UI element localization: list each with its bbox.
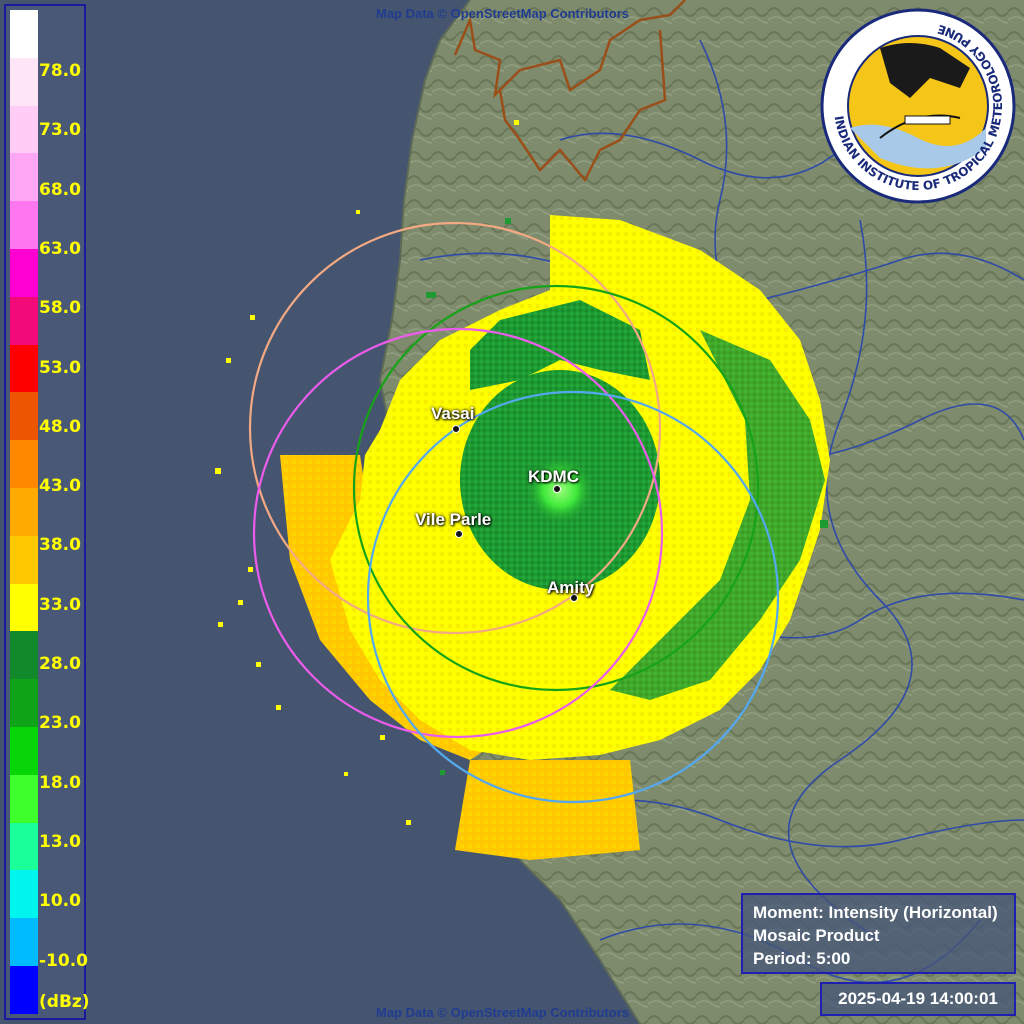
- site-marker-kdmc[interactable]: [553, 485, 561, 493]
- legend-swatch: [10, 296, 38, 345]
- iitm-logo: INDIAN INSTITUTE OF TROPICAL METEOROLOGY…: [820, 8, 1016, 204]
- site-marker-vile-parle[interactable]: [455, 530, 463, 538]
- radar-echo: [215, 120, 830, 860]
- legend-swatch: [10, 440, 38, 488]
- period-label: Period: 5:00: [753, 949, 851, 968]
- legend-label: 48.0: [39, 416, 81, 437]
- district-boundary: [453, 0, 686, 183]
- legend-swatch: [10, 487, 38, 536]
- product-label: Mosaic Product: [753, 926, 880, 945]
- range-ring-vasai: [248, 221, 662, 635]
- moment-label: Moment: Intensity (Horizontal): [753, 903, 998, 922]
- map-attribution-bottom: Map Data © OpenStreetMap Contributors: [376, 1005, 629, 1020]
- legend-label: 68.0: [39, 179, 81, 200]
- legend-label: -10.0: [39, 950, 88, 971]
- legend-swatch: [10, 153, 38, 202]
- legend-swatch: [10, 726, 38, 775]
- legend-swatch: [10, 392, 38, 441]
- legend-swatch: [10, 965, 38, 1014]
- legend-label: 13.0: [39, 831, 81, 852]
- legend-label: 63.0: [39, 238, 81, 259]
- site-label-kdmc: KDMC: [528, 467, 579, 486]
- site-marker-vasai[interactable]: [452, 425, 460, 433]
- legend-swatch: [10, 870, 38, 919]
- legend-swatch: [10, 774, 38, 823]
- legend-label: 23.0: [39, 713, 81, 734]
- site-label-vile-parle: Vile Parle: [415, 510, 492, 529]
- legend-label: 33.0: [39, 594, 81, 615]
- site-label-amity: Amity: [547, 578, 595, 597]
- legend-swatch: [10, 10, 38, 58]
- legend-swatch: [10, 201, 38, 249]
- legend-swatch: [10, 344, 38, 393]
- legend-label: 43.0: [39, 476, 81, 497]
- legend-swatch: [10, 535, 38, 584]
- legend-label: 53.0: [39, 357, 81, 378]
- legend-unit: (dBz): [39, 992, 90, 1012]
- legend-swatch: [10, 248, 38, 297]
- legend-swatch: [10, 57, 38, 106]
- legend-swatch: [10, 822, 38, 871]
- legend-label: 38.0: [39, 535, 81, 556]
- legend-label: 18.0: [39, 772, 81, 793]
- legend-swatch: [10, 679, 38, 727]
- product-info-box: Moment: Intensity (Horizontal) Mosaic Pr…: [741, 893, 1016, 974]
- legend-swatch: [10, 105, 38, 154]
- site-marker-amity[interactable]: [570, 594, 578, 602]
- legend-label: 73.0: [39, 120, 81, 141]
- color-legend: 78.0 73.0 68.0 63.0 58.0 53.0 48.0 43.0 38.0 33.0…: [4, 4, 90, 1020]
- legend-swatch: [10, 631, 38, 680]
- legend-color-bar: [10, 10, 38, 1014]
- site-label-vasai: Vasai: [431, 404, 475, 423]
- range-ring-vile-parle: [252, 327, 664, 739]
- map-attribution-top: Map Data © OpenStreetMap Contributors: [376, 6, 629, 21]
- legend-label: 10.0: [39, 891, 81, 912]
- legend-swatch: [10, 583, 38, 632]
- range-ring-kdmc: [352, 284, 760, 692]
- legend-label: 78.0: [39, 61, 81, 81]
- legend-label: 28.0: [39, 654, 81, 674]
- range-ring-amity: [366, 390, 780, 804]
- legend-swatch: [10, 918, 38, 966]
- legend-label: 58.0: [39, 298, 81, 319]
- timestamp: 2025-04-19 14:00:01: [820, 982, 1016, 1016]
